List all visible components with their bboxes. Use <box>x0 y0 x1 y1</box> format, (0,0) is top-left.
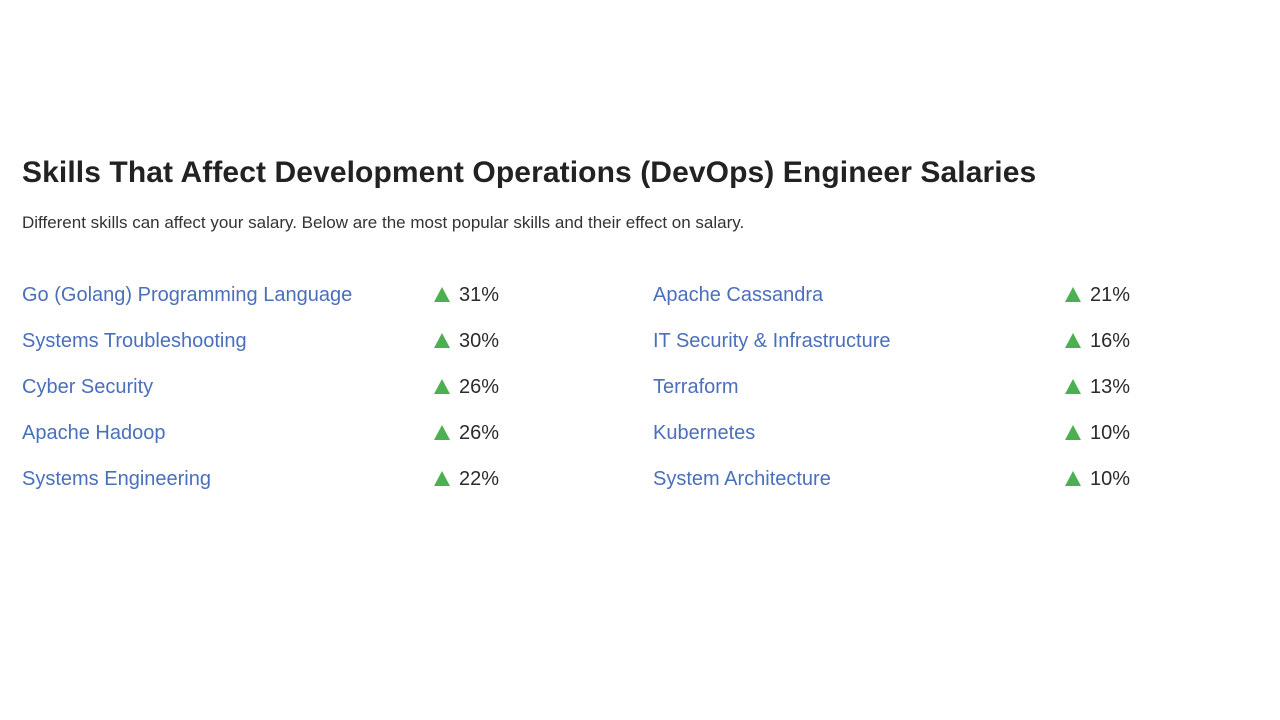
triangle-up-icon <box>1065 378 1081 394</box>
skill-link[interactable]: IT Security & Infrastructure <box>653 330 891 352</box>
triangle-up-icon <box>434 470 450 486</box>
triangle-up-icon <box>1065 424 1081 440</box>
skill-effect-value: 16% <box>1090 330 1131 352</box>
skill-row: Apache Cassandra 21% <box>653 272 1153 318</box>
skills-column-left: Go (Golang) Programming Language 31% Sys… <box>22 272 653 502</box>
skill-effect-value: 31% <box>459 284 500 306</box>
skill-effect-value: 10% <box>1090 422 1131 444</box>
skill-row: Systems Troubleshooting 30% <box>22 318 653 364</box>
skill-effect: 26% <box>434 420 499 446</box>
skill-row: Terraform 13% <box>653 364 1153 410</box>
skill-effect-value: 21% <box>1090 284 1131 306</box>
skill-link[interactable]: Terraform <box>653 376 739 398</box>
section-title: Skills That Affect Development Operation… <box>22 156 1037 189</box>
skills-list: Go (Golang) Programming Language 31% Sys… <box>22 272 1258 502</box>
triangle-up-icon <box>434 286 450 302</box>
skill-effect-value: 10% <box>1090 468 1131 490</box>
skill-effect-value: 13% <box>1090 376 1131 398</box>
skill-link[interactable]: Go (Golang) Programming Language <box>22 284 353 306</box>
skill-link[interactable]: Kubernetes <box>653 422 756 444</box>
triangle-up-icon <box>434 378 450 394</box>
section-description: Different skills can affect your salary.… <box>22 213 745 232</box>
skill-effect: 10% <box>1065 466 1130 492</box>
skill-effect: 10% <box>1065 420 1130 446</box>
skill-row: Systems Engineering 22% <box>22 456 653 502</box>
skill-link[interactable]: Apache Cassandra <box>653 284 824 306</box>
skill-effect: 22% <box>434 466 499 492</box>
triangle-up-icon <box>1065 470 1081 486</box>
skill-effect: 13% <box>1065 374 1130 400</box>
skill-row: IT Security & Infrastructure 16% <box>653 318 1153 364</box>
skill-link[interactable]: Apache Hadoop <box>22 422 166 444</box>
skill-effect: 21% <box>1065 282 1130 308</box>
skill-effect-value: 22% <box>459 468 500 490</box>
skill-effect: 16% <box>1065 328 1130 354</box>
skill-effect-value: 30% <box>459 330 500 352</box>
skill-row: Apache Hadoop 26% <box>22 410 653 456</box>
skill-link[interactable]: System Architecture <box>653 468 831 490</box>
skills-column-right: Apache Cassandra 21% IT Security & Infra… <box>653 272 1153 502</box>
triangle-up-icon <box>1065 286 1081 302</box>
skill-link[interactable]: Systems Engineering <box>22 468 211 490</box>
skill-link[interactable]: Systems Troubleshooting <box>22 330 247 352</box>
skill-effect: 26% <box>434 374 499 400</box>
skill-effect: 30% <box>434 328 499 354</box>
skill-effect: 31% <box>434 282 499 308</box>
skill-row: System Architecture 10% <box>653 456 1153 502</box>
skill-row: Cyber Security 26% <box>22 364 653 410</box>
triangle-up-icon <box>434 332 450 348</box>
triangle-up-icon <box>434 424 450 440</box>
skill-row: Go (Golang) Programming Language 31% <box>22 272 653 318</box>
skill-effect-value: 26% <box>459 376 500 398</box>
skill-link[interactable]: Cyber Security <box>22 376 154 398</box>
skills-section: Skills That Affect Development Operation… <box>22 154 1258 502</box>
triangle-up-icon <box>1065 332 1081 348</box>
skill-row: Kubernetes 10% <box>653 410 1153 456</box>
skill-effect-value: 26% <box>459 422 500 444</box>
